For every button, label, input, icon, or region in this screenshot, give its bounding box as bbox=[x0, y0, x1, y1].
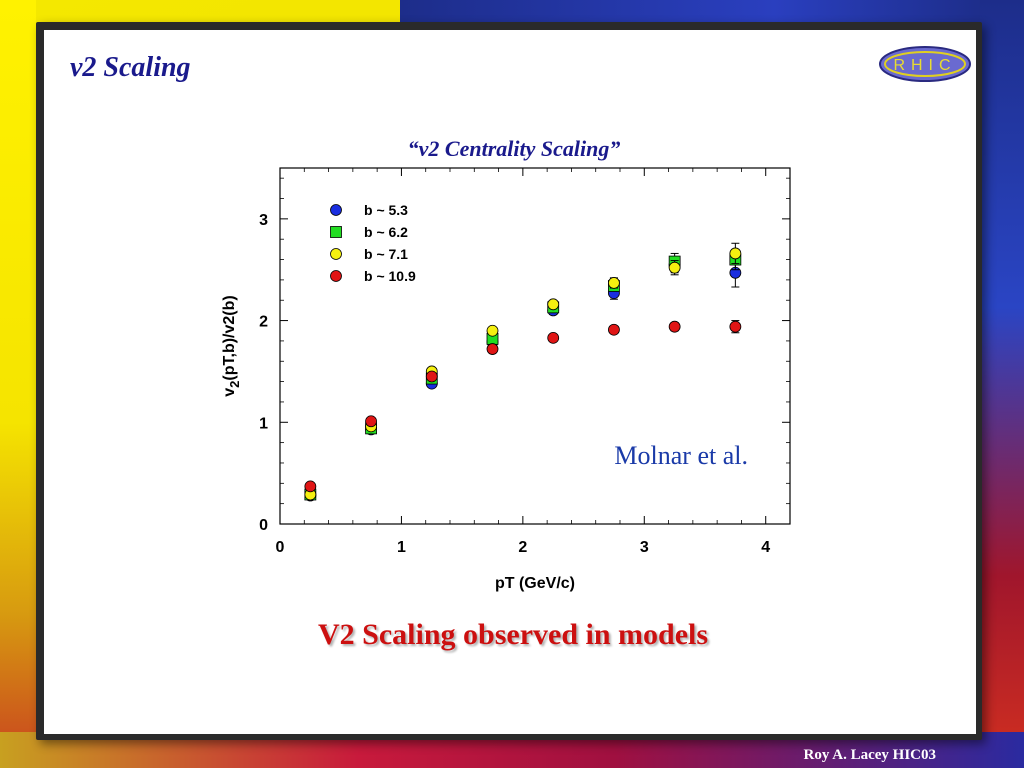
legend-label: b ~ 5.3 bbox=[364, 202, 408, 218]
background-left-band bbox=[0, 0, 36, 768]
x-tick-label: 1 bbox=[397, 539, 406, 556]
data-point bbox=[608, 277, 620, 289]
data-point bbox=[304, 480, 317, 493]
data-point bbox=[486, 343, 499, 355]
y-axis-label-subscript: 2 bbox=[227, 381, 242, 388]
legend-marker bbox=[330, 270, 342, 282]
data-point bbox=[729, 320, 742, 333]
data-point bbox=[425, 370, 438, 383]
data-point bbox=[547, 298, 560, 311]
footer-credit: Roy A. Lacey HIC03 bbox=[803, 747, 937, 763]
y-tick-label: 1 bbox=[259, 415, 268, 432]
slide-title: v2 Scaling bbox=[70, 52, 191, 83]
data-point bbox=[729, 247, 742, 260]
legend-label: b ~ 6.2 bbox=[364, 224, 408, 240]
background-right-band bbox=[980, 0, 1024, 768]
legend-label: b ~ 7.1 bbox=[364, 246, 408, 262]
legend-marker bbox=[330, 204, 342, 216]
svg-text:RHIC: RHIC bbox=[893, 57, 956, 74]
data-point bbox=[547, 331, 560, 344]
x-tick-label: 3 bbox=[640, 539, 649, 556]
data-point bbox=[608, 323, 620, 336]
annotation-text: Molnar et al. bbox=[614, 441, 748, 470]
x-axis-label: pT (GeV/c) bbox=[495, 575, 575, 592]
slide: v2 Scaling RHIC “v2 Centrality Scaling” 0… bbox=[44, 30, 976, 734]
y-axis-label-rest: (pT,b)/v2(b) bbox=[221, 295, 238, 380]
y-axis-label: v2(pT,b)/v2(b) bbox=[221, 295, 242, 396]
conclusion-text: V2 Scaling observed in models bbox=[318, 618, 709, 651]
data-point bbox=[668, 320, 681, 333]
data-point bbox=[486, 324, 499, 337]
x-tick-label: 4 bbox=[761, 539, 770, 556]
data-point bbox=[365, 415, 377, 428]
legend-marker bbox=[330, 248, 342, 260]
x-tick-label: 0 bbox=[276, 539, 285, 556]
chart-title: “v2 Centrality Scaling” bbox=[408, 136, 621, 161]
y-tick-label: 0 bbox=[259, 517, 268, 534]
legend-label: b ~ 10.9 bbox=[364, 268, 416, 284]
y-tick-label: 3 bbox=[259, 212, 268, 229]
chart: “v2 Centrality Scaling” 0 1 2 3 4 0 1 2 3 pT (GeV/… bbox=[221, 136, 791, 592]
y-tick-label: 2 bbox=[259, 314, 268, 331]
y-axis-label-main: v bbox=[221, 388, 238, 397]
rhic-logo: RHIC bbox=[878, 44, 974, 84]
legend-marker bbox=[330, 226, 342, 238]
x-tick-label: 2 bbox=[518, 539, 527, 556]
data-point bbox=[668, 261, 681, 274]
plot-frame bbox=[279, 167, 791, 525]
